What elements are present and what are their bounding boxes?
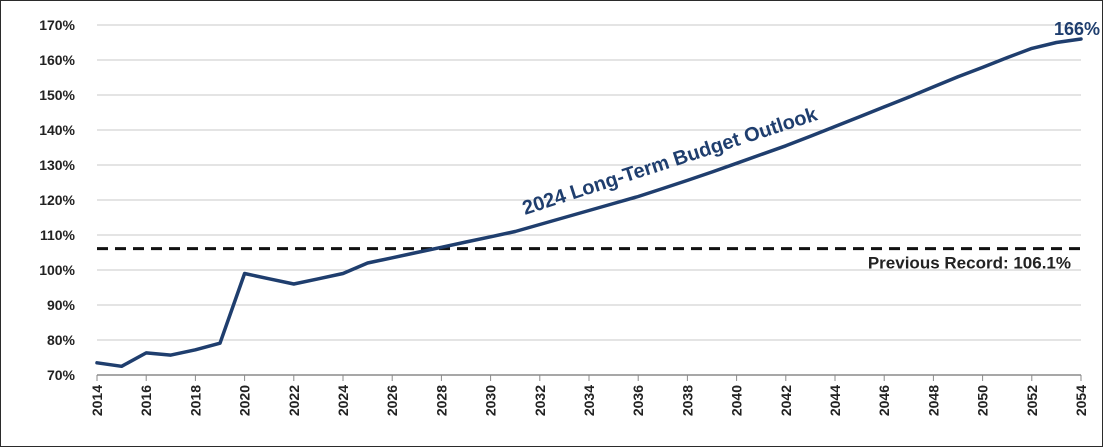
y-tick-label: 130% [39,157,75,173]
x-tick-label: 2022 [286,385,302,416]
x-tick-label: 2034 [581,385,597,416]
x-tick-label: 2040 [729,385,745,416]
x-tick-label: 2050 [975,385,991,416]
x-tick-label: 2046 [876,385,892,416]
x-tick-label: 2038 [679,385,695,416]
x-tick-label: 2018 [187,385,203,416]
y-axis-ticks: 70% 80% 90% 100% 110% 120% 130% 140% 150% 160% 170… [39,17,75,383]
y-tick-label: 70% [47,367,76,383]
y-tick-label: 100% [39,262,75,278]
y-tick-label: 160% [39,52,75,68]
y-tick-label: 120% [39,192,75,208]
x-tick-label: 2048 [925,385,941,416]
x-tick-label: 2032 [532,385,548,416]
x-tick-label: 2054 [1073,385,1089,416]
x-axis-ticks: 2014 2016 2018 2020 2022 2024 2026 2028 2030 2032… [89,375,1089,416]
x-tick-label: 2026 [384,385,400,416]
x-tick-label: 2044 [827,385,843,416]
x-tick-label: 2052 [1024,385,1040,416]
y-tick-label: 110% [40,227,76,243]
end-value-label: 166% [1054,19,1100,39]
x-tick-label: 2024 [335,385,351,416]
series-label: 2024 Long-Term Budget Outlook [520,103,821,220]
x-tick-label: 2036 [630,385,646,416]
x-tick-label: 2014 [89,385,105,416]
reference-line-label: Previous Record: 106.1% [868,254,1071,273]
y-tick-label: 170% [39,17,75,33]
x-tick-label: 2030 [483,385,499,416]
y-tick-label: 80% [47,332,76,348]
x-tick-label: 2028 [433,385,449,416]
y-tick-label: 90% [47,297,76,313]
x-tick-label: 2016 [138,385,154,416]
y-tick-label: 150% [39,87,75,103]
x-tick-label: 2042 [778,385,794,416]
gridlines [97,24,1081,341]
series-line-budget-outlook [95,37,1083,369]
y-tick-label: 140% [39,122,75,138]
x-tick-label: 2020 [237,385,253,416]
